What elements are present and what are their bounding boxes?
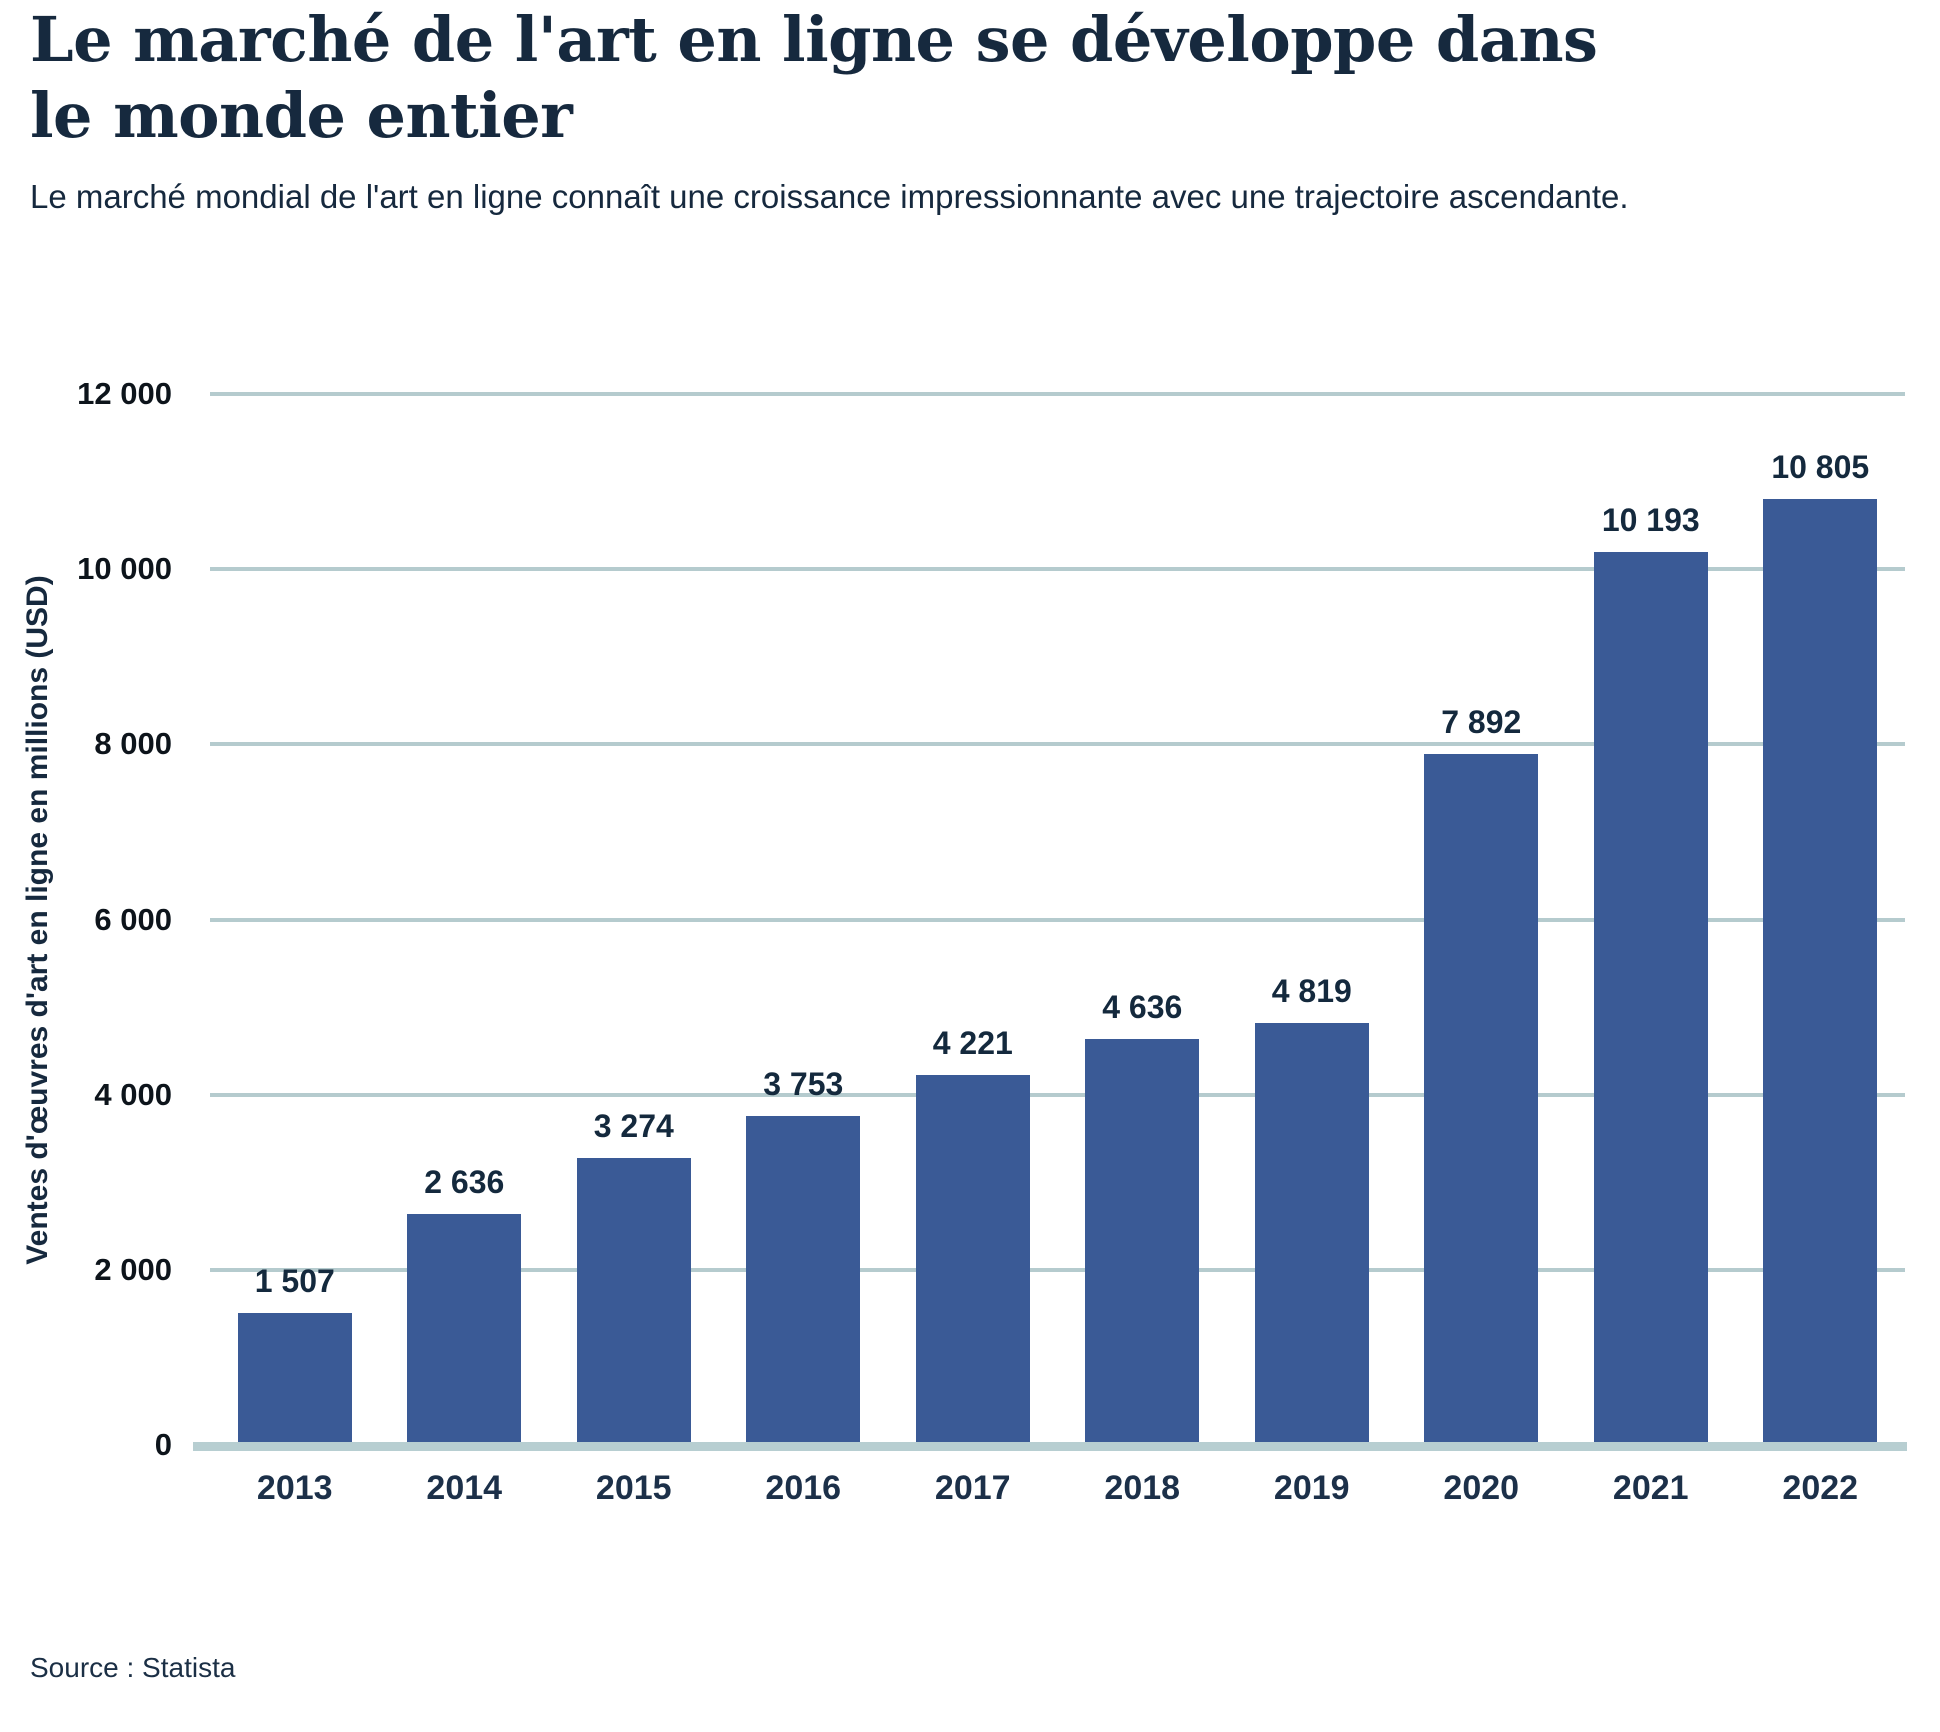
gridline [210,917,1905,922]
bar-value-label: 10 193 [1601,502,1700,538]
bar [1763,499,1878,1445]
x-axis-label: 2015 [595,1469,672,1507]
bar-slot: 3 274 2015 [549,394,719,1507]
bar [407,1214,522,1445]
bars-container: 1 507 2013 2 636 2014 3 274 2015 3 753 2016 4 22… [210,394,1906,1507]
x-axis-label: 2017 [934,1469,1011,1507]
page-subtitle: Le marché mondial de l'art en ligne conn… [30,178,1629,215]
y-tick-label: 8 000 [94,726,172,762]
bar [746,1116,861,1445]
bar-slot: 1 507 2013 [210,394,380,1507]
x-axis-label: 2022 [1782,1469,1859,1507]
bar-slot: 10 193 2021 [1566,394,1736,1507]
bar [1593,552,1708,1445]
x-axis-label: 2021 [1612,1469,1689,1507]
x-axis-label: 2013 [256,1469,333,1507]
y-tick-label: 12 000 [77,376,172,411]
gridline [210,1267,1905,1272]
source-note: Source : Statista [30,1652,236,1683]
x-axis-label: 2020 [1443,1469,1520,1507]
bar-slot: 10 805 2022 [1736,394,1906,1507]
bar-value-label: 7 892 [1441,704,1522,740]
x-axis-label: 2014 [426,1469,503,1507]
x-axis-label: 2018 [1104,1469,1181,1507]
y-axis-ticks: 12 000 10 000 8 000 6 000 4 000 2 000 0 [0,376,172,1462]
bar [576,1158,691,1445]
x-axis-label: 2019 [1273,1469,1350,1507]
bar [1254,1023,1369,1445]
y-tick-label: 6 000 [94,901,172,937]
bar-slot: 4 221 2017 [888,394,1058,1507]
plot-area: 1 507 2013 2 636 2014 3 274 2015 3 753 2016 4 22… [193,392,1907,1507]
y-tick-label: 2 000 [94,1251,172,1287]
y-tick-label: 0 [154,1427,172,1462]
y-tick-label: 4 000 [94,1076,172,1112]
gridline [210,742,1905,747]
bar [237,1313,352,1445]
bar-slot: 2 636 2014 [380,394,550,1507]
bar-slot: 4 636 2018 [1058,394,1228,1507]
bar-value-label: 4 819 [1271,973,1352,1009]
gridline [210,567,1905,572]
bar-slot: 3 753 2016 [719,394,889,1507]
page-title: Le marché de l'art en ligne se développe… [30,3,1598,152]
bar-value-label: 4 221 [932,1025,1013,1061]
bar [1085,1039,1200,1445]
bar-value-label: 10 805 [1771,449,1870,485]
gridline [210,392,1905,396]
x-axis-label: 2016 [765,1469,842,1507]
bar-value-label: 2 636 [424,1164,505,1200]
gridline [210,1092,1905,1097]
bar [915,1075,1030,1445]
bar-value-label: 4 636 [1102,989,1183,1025]
bar-value-label: 3 274 [593,1108,674,1144]
x-axis-baseline [193,1442,1907,1451]
bar-slot: 4 819 2019 [1227,394,1397,1507]
bar-value-label: 3 753 [763,1066,844,1102]
bar-slot: 7 892 2020 [1397,394,1567,1507]
bar [1424,754,1539,1445]
bar-value-label: 1 507 [254,1263,335,1299]
y-tick-label: 10 000 [77,551,172,587]
